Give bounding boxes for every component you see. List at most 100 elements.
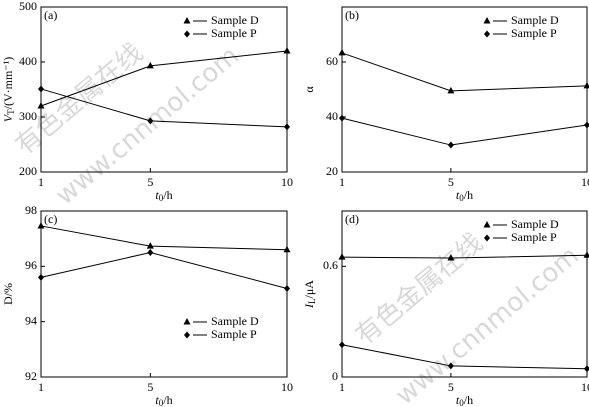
y-axis-label: D/% xyxy=(1,283,15,305)
data-point xyxy=(38,273,44,281)
legend-label: Sample P xyxy=(511,26,557,40)
legend-label: Sample D xyxy=(511,13,559,27)
y-tick-label: 92 xyxy=(25,369,37,383)
legend-label: Sample P xyxy=(511,230,557,244)
x-tick-label: 10 xyxy=(581,175,589,189)
x-axis-label-part: 0 xyxy=(459,193,464,203)
data-point xyxy=(447,254,455,261)
data-point xyxy=(283,245,291,253)
y-axis-label: α xyxy=(302,86,316,93)
y-tick-label: 60 xyxy=(326,54,338,68)
x-axis-label-part: t xyxy=(155,188,159,202)
y-tick-label: 0 xyxy=(332,369,338,383)
legend-label: Sample D xyxy=(211,314,259,328)
legend-marker xyxy=(483,221,491,228)
legend-label: Sample P xyxy=(211,327,257,341)
y-axis-label-part: D/% xyxy=(1,283,15,305)
x-axis-label: t0/h xyxy=(155,188,172,203)
x-tick-label: 5 xyxy=(448,380,454,394)
x-tick-label: 10 xyxy=(281,380,293,394)
data-point xyxy=(37,102,45,109)
legend-marker xyxy=(183,17,191,24)
y-axis-label-part: T xyxy=(6,109,16,115)
data-point xyxy=(284,123,290,131)
x-tick-label: 1 xyxy=(339,380,345,394)
x-tick-label: 1 xyxy=(38,380,44,394)
legend-label: Sample P xyxy=(211,26,257,40)
x-axis-label-part: t xyxy=(155,393,159,407)
data-point xyxy=(338,48,346,56)
x-axis-label-part: /h xyxy=(464,188,473,202)
data-point xyxy=(584,121,589,129)
legend-marker xyxy=(484,234,490,242)
y-axis-label: VT/(V·mm⁻¹) xyxy=(1,57,16,122)
data-point xyxy=(283,47,291,54)
series-line xyxy=(341,52,588,92)
y-axis-label-part: V xyxy=(1,113,15,122)
x-tick-label: 5 xyxy=(448,175,454,189)
data-point xyxy=(583,251,589,258)
legend-label: Sample D xyxy=(211,13,259,27)
legend-marker xyxy=(484,30,490,38)
panel-label: (b) xyxy=(345,8,359,22)
x-axis-label-part: /h xyxy=(163,188,172,202)
panel-label: (d) xyxy=(345,212,359,226)
x-axis-label-part: /h xyxy=(464,393,473,407)
y-tick-label: 200 xyxy=(19,164,37,178)
y-tick-label: 300 xyxy=(19,109,37,123)
axes-frame xyxy=(341,6,588,173)
x-tick-label: 5 xyxy=(147,175,153,189)
y-tick-label: 400 xyxy=(19,54,37,68)
y-axis-label-part: /μA xyxy=(302,280,316,299)
data-point xyxy=(38,85,44,93)
data-point xyxy=(146,61,154,69)
y-axis-label-part: L xyxy=(307,298,317,304)
data-point xyxy=(339,341,345,349)
legend-label: Sample D xyxy=(511,217,559,231)
y-tick-label: 20 xyxy=(326,164,338,178)
legend-marker xyxy=(183,318,191,325)
data-point xyxy=(146,242,154,249)
data-point xyxy=(338,253,346,260)
x-tick-label: 10 xyxy=(581,380,589,394)
x-tick-label: 1 xyxy=(339,175,345,189)
x-axis-label-part: /h xyxy=(163,393,172,407)
x-axis-label-part: 0 xyxy=(159,398,164,407)
x-axis-label-part: 0 xyxy=(459,398,464,407)
axes-frame xyxy=(40,210,288,378)
y-axis-label-part: /(V·mm⁻¹) xyxy=(1,57,15,110)
x-axis-label-part: t xyxy=(456,188,460,202)
y-tick-label: 96 xyxy=(25,258,37,272)
watermark: www.cnnmol.com xyxy=(390,241,585,407)
x-tick-label: 5 xyxy=(147,380,153,394)
y-axis-label: IL/μA xyxy=(302,280,317,309)
series-line xyxy=(341,117,588,146)
y-axis-label-part: α xyxy=(302,86,316,93)
x-axis-label: t0/h xyxy=(155,393,172,407)
series-line xyxy=(40,251,288,289)
data-point xyxy=(583,81,589,89)
x-axis-label-part: 0 xyxy=(159,193,164,203)
y-tick-label: 98 xyxy=(25,203,37,217)
y-tick-label: 94 xyxy=(25,313,37,327)
x-tick-label: 1 xyxy=(38,175,44,189)
data-point xyxy=(447,86,455,94)
data-point xyxy=(147,249,154,256)
data-point xyxy=(339,114,345,122)
x-axis-label: t0/h xyxy=(456,188,473,203)
y-tick-label: 40 xyxy=(326,109,338,123)
data-point xyxy=(447,362,454,370)
data-point xyxy=(37,221,45,229)
data-point xyxy=(584,365,589,373)
legend-marker xyxy=(184,331,190,339)
panel-label: (c) xyxy=(44,212,57,226)
x-axis-label: t0/h xyxy=(456,393,473,407)
legend-marker xyxy=(483,17,491,24)
y-axis-label-part: I xyxy=(302,303,316,309)
legend-marker xyxy=(184,30,190,38)
data-point xyxy=(447,141,454,149)
data-point xyxy=(147,117,154,125)
y-tick-label: 500 xyxy=(19,0,37,13)
data-point xyxy=(284,284,290,292)
